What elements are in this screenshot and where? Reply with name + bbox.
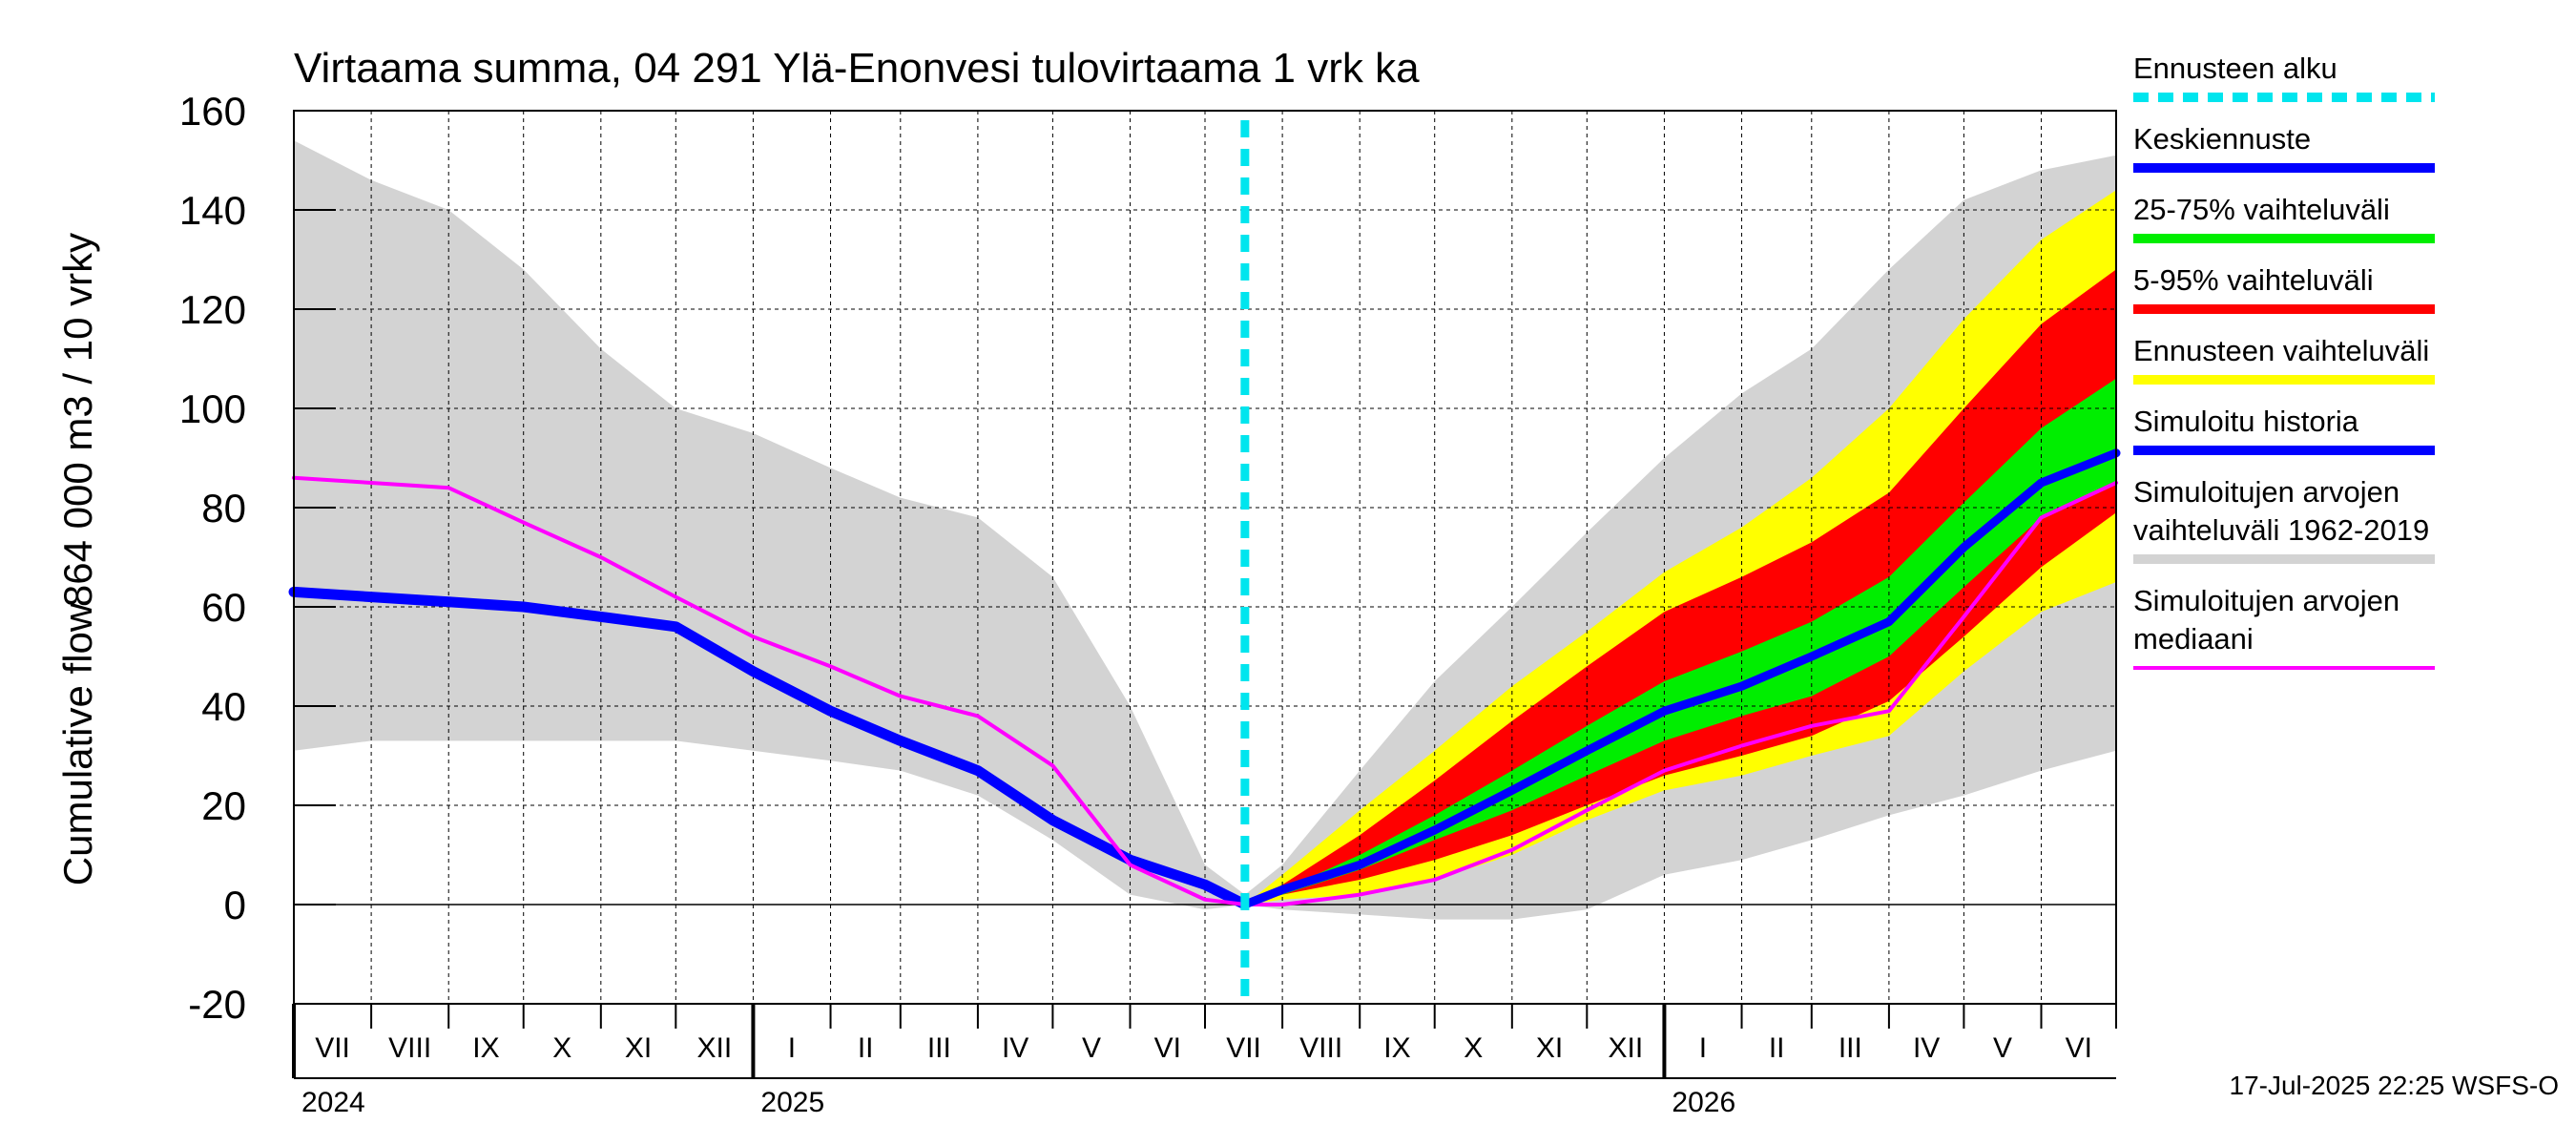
legend-item: 5-95% vaihteluväli <box>2133 263 2435 314</box>
month-label: IX <box>472 1032 499 1064</box>
legend: Ennusteen alku Keskiennuste 25-75% vaihtel… <box>2133 52 2435 670</box>
month-label: XI <box>625 1032 652 1064</box>
legend-label: Ennusteen alku <box>2133 52 2337 85</box>
legend-label: Simuloitujen arvojen <box>2133 475 2399 509</box>
month-label: XII <box>697 1032 733 1064</box>
month-label: V <box>1993 1032 2012 1064</box>
year-label: 2026 <box>1672 1087 1735 1118</box>
y-tick-label: 60 <box>201 585 246 630</box>
x-axis: VII VIII IX X XI XII I II III IV V VI VII VIII IX X XI XI… <box>292 1004 2117 1118</box>
legend-item: Simuloitu historia <box>2133 405 2435 455</box>
y-axis-label-line2: 864 000 m3 / 10 vrky <box>55 233 100 607</box>
legend-label: mediaani <box>2133 622 2254 656</box>
month-label: II <box>858 1032 874 1064</box>
month-label: II <box>1769 1032 1785 1064</box>
month-label: IV <box>1913 1032 1940 1064</box>
legend-label: Simuloitujen arvojen <box>2133 584 2399 617</box>
y-tick-label: -20 <box>188 982 246 1027</box>
month-label: I <box>788 1032 796 1064</box>
y-tick-label: 40 <box>201 684 246 729</box>
legend-label: Simuloitu historia <box>2133 405 2359 438</box>
y-tick-label: 0 <box>224 883 246 927</box>
month-label: VI <box>2066 1032 2092 1064</box>
y-tick-label: 80 <box>201 486 246 531</box>
timestamp: 17-Jul-2025 22:25 WSFS-O <box>2230 1071 2560 1100</box>
month-label: IX <box>1383 1032 1410 1064</box>
month-label: III <box>1839 1032 1862 1064</box>
simulated-history-line <box>288 586 1251 910</box>
month-label: XI <box>1536 1032 1563 1064</box>
month-label: XII <box>1609 1032 1644 1064</box>
legend-item: Ennusteen vaihteluväli <box>2133 334 2435 385</box>
legend-label: 5-95% vaihteluväli <box>2133 263 2374 297</box>
legend-label: Keskiennuste <box>2133 122 2311 156</box>
legend-label: 25-75% vaihteluväli <box>2133 193 2390 226</box>
chart-title: Virtaama summa, 04 291 Ylä-Enonvesi tulo… <box>294 45 1420 92</box>
y-axis-label-line1: Cumulative flow <box>55 602 100 885</box>
y-tick-label: 140 <box>179 188 246 233</box>
mean-forecast-line <box>1240 448 2121 909</box>
legend-item: 25-75% vaihteluväli <box>2133 193 2435 243</box>
month-label: VII <box>1226 1032 1261 1064</box>
month-label: VIII <box>388 1032 431 1064</box>
y-tick-label: 20 <box>201 783 246 828</box>
month-label: I <box>1699 1032 1707 1064</box>
legend-item: Simuloitujen arvojen vaihteluväli 1962-20… <box>2133 475 2435 564</box>
grid <box>294 111 2116 1004</box>
month-label: X <box>552 1032 571 1064</box>
legend-label: vaihteluväli 1962-2019 <box>2133 513 2429 547</box>
y-axis: -20 0 20 40 60 80 100 120 140 160 <box>179 89 336 1027</box>
month-label: V <box>1082 1032 1101 1064</box>
legend-item: Keskiennuste <box>2133 122 2435 173</box>
plot-area <box>288 110 2121 1005</box>
y-tick-label: 100 <box>179 386 246 431</box>
legend-item: Ennusteen alku <box>2133 52 2435 102</box>
month-label: IV <box>1002 1032 1028 1064</box>
legend-item: Simuloitujen arvojen mediaani <box>2133 584 2435 670</box>
year-label: 2025 <box>760 1087 824 1118</box>
y-tick-label: 120 <box>179 287 246 332</box>
y-tick-label: 160 <box>179 89 246 134</box>
month-label: X <box>1464 1032 1483 1064</box>
month-label: VIII <box>1299 1032 1342 1064</box>
month-label: VI <box>1154 1032 1181 1064</box>
month-label: III <box>927 1032 951 1064</box>
forecast-range-band <box>1244 190 2116 905</box>
median-line <box>292 475 2118 906</box>
y-axis-label: Cumulative flow 864 000 m3 / 10 vrky <box>55 233 100 885</box>
year-label: 2024 <box>301 1087 365 1118</box>
legend-label: Ennusteen vaihteluväli <box>2133 334 2429 367</box>
month-label: VII <box>315 1032 350 1064</box>
